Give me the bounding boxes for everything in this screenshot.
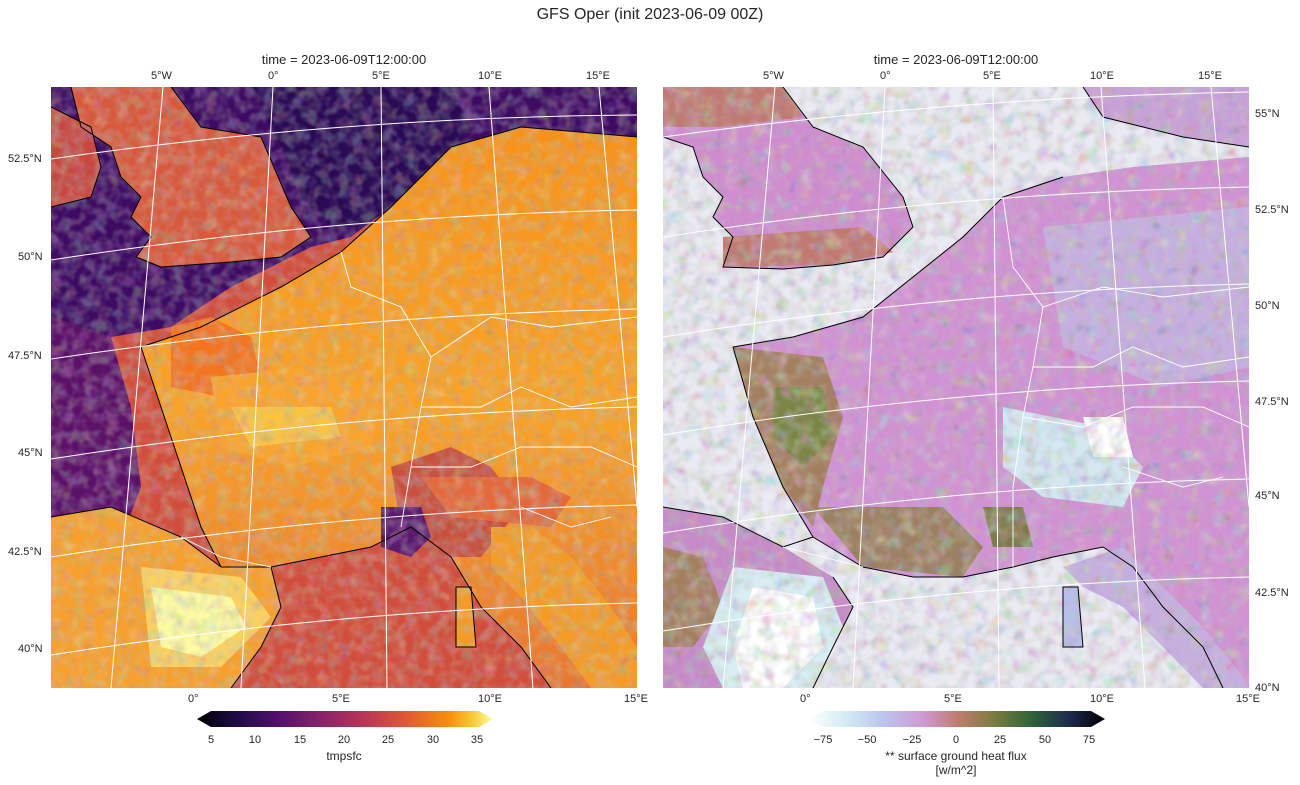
cbar-tick: 25 xyxy=(993,734,1007,746)
cbar-tick: 5 xyxy=(207,734,215,746)
lat-tick: 40°N xyxy=(18,643,43,655)
right-panel-title: time = 2023-06-09T12:00:00 xyxy=(873,52,1039,67)
lat-tick: 42.5°N xyxy=(1255,587,1289,599)
country-borders xyxy=(782,196,1249,568)
cbar-tick: 35 xyxy=(470,734,484,746)
figure-title: GFS Oper (init 2023-06-09 00Z) xyxy=(536,6,764,23)
lat-tick: 45°N xyxy=(1255,490,1280,502)
lon-tick: 0° xyxy=(188,693,199,705)
cbar-tick: 25 xyxy=(381,734,395,746)
lon-tick: 15°E xyxy=(1198,70,1222,82)
cbar-tick: 10 xyxy=(248,734,262,746)
right-colorbar xyxy=(809,711,1105,727)
coastlines xyxy=(663,87,1249,688)
lon-tick: 15°E xyxy=(624,693,648,705)
lat-tick: 47.5°N xyxy=(1255,396,1289,408)
cbar-tick: 15 xyxy=(293,734,307,746)
lat-tick: 42.5°N xyxy=(8,546,42,558)
lon-tick: 10°E xyxy=(1090,693,1114,705)
right-colorbar-label: ** surface ground heat flux [w/m^2] xyxy=(806,749,1106,777)
left-panel-title: time = 2023-06-09T12:00:00 xyxy=(261,52,427,67)
left-map-tmpsfc xyxy=(51,87,637,688)
coastlines xyxy=(51,87,637,688)
right-map-ground-heat-flux xyxy=(663,87,1249,688)
lon-tick: 10°E xyxy=(478,693,502,705)
graticule xyxy=(51,87,637,688)
lat-tick: 52.5°N xyxy=(1255,204,1289,216)
lon-tick: 5°E xyxy=(983,70,1001,82)
cbar-tick: −75 xyxy=(813,734,833,746)
cubehelix-colorbar-gradient xyxy=(809,711,1105,727)
cbar-tick: −50 xyxy=(857,734,877,746)
lat-tick: 52.5°N xyxy=(8,153,42,165)
cbar-tick: 0 xyxy=(952,734,960,746)
pixel-texture xyxy=(51,87,637,688)
lon-tick: 5°W xyxy=(151,70,172,82)
lon-tick: 5°E xyxy=(332,693,350,705)
cbar-tick: −25 xyxy=(902,734,922,746)
lon-tick: 5°W xyxy=(763,70,784,82)
lon-tick: 5°E xyxy=(944,693,962,705)
cbar-tick: 50 xyxy=(1038,734,1052,746)
left-colorbar-label: tmpsfc xyxy=(326,749,362,763)
country-borders xyxy=(180,251,637,568)
lon-tick: 5°E xyxy=(372,70,390,82)
cbar-tick: 30 xyxy=(426,734,440,746)
inferno-colorbar-gradient xyxy=(197,711,493,727)
pixel-texture xyxy=(663,87,1249,688)
lat-tick: 50°N xyxy=(1255,300,1280,312)
lat-tick: 40°N xyxy=(1255,682,1280,694)
lon-tick: 0° xyxy=(880,70,891,82)
lat-tick: 50°N xyxy=(18,251,43,263)
left-colorbar xyxy=(197,711,493,727)
cbar-tick: 20 xyxy=(337,734,351,746)
lon-tick: 10°E xyxy=(478,70,502,82)
lat-tick: 55°N xyxy=(1255,108,1280,120)
graticule xyxy=(663,87,1249,688)
lat-tick: 45°N xyxy=(18,447,43,459)
lon-tick: 10°E xyxy=(1090,70,1114,82)
lon-tick: 0° xyxy=(268,70,279,82)
lat-tick: 47.5°N xyxy=(8,350,42,362)
lon-tick: 15°E xyxy=(586,70,610,82)
lon-tick: 0° xyxy=(800,693,811,705)
right-colorbar-label-line1: ** surface ground heat flux xyxy=(885,749,1027,763)
cbar-tick: 75 xyxy=(1082,734,1096,746)
right-colorbar-label-line2: [w/m^2] xyxy=(935,763,977,777)
lon-tick: 15°E xyxy=(1236,693,1260,705)
